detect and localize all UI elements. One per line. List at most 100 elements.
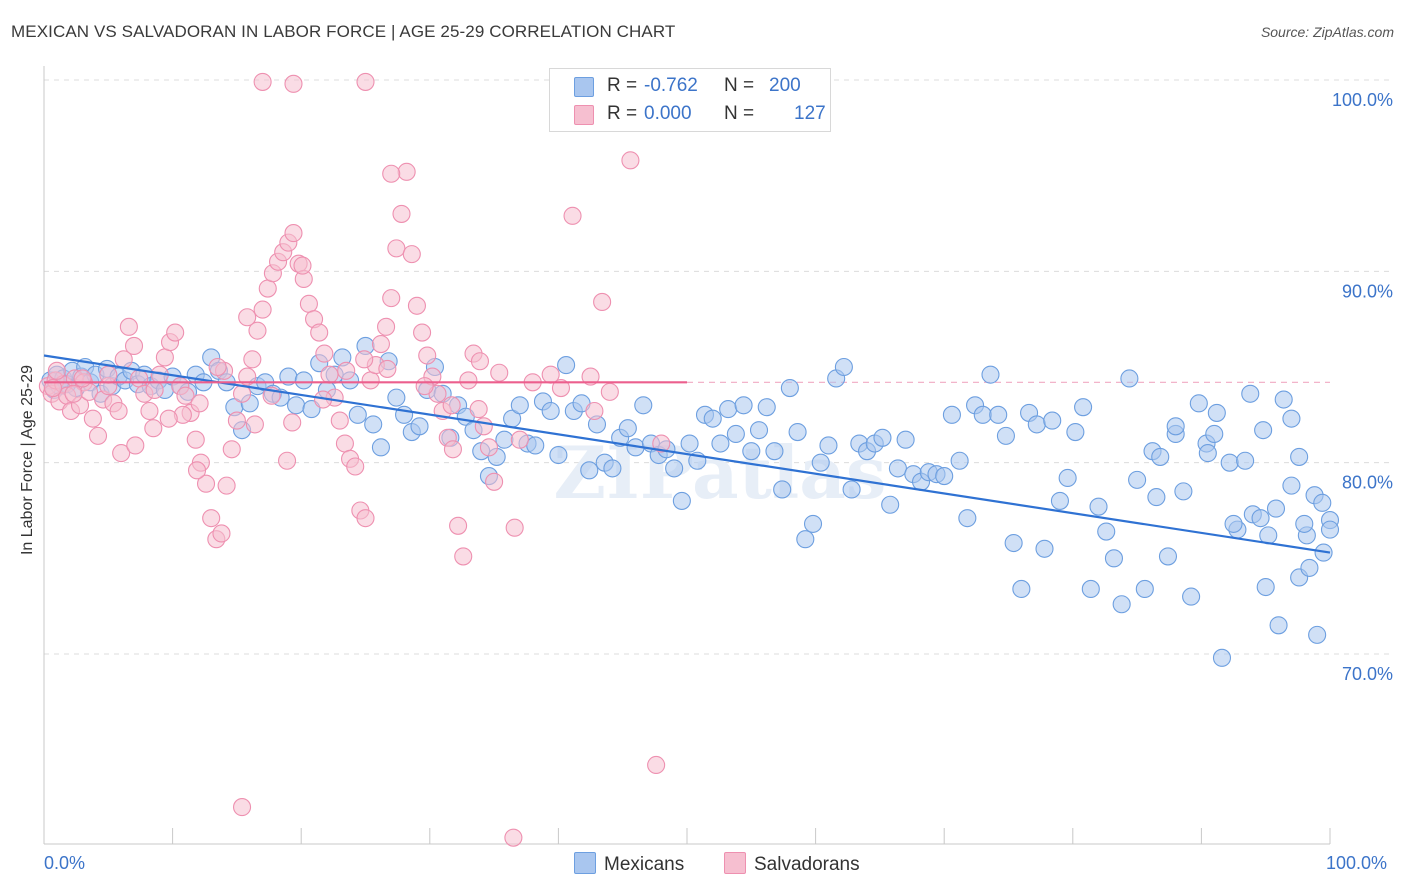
mexicans-point [371,438,390,457]
mexicans-point [1207,403,1226,422]
salvadorans-point [99,365,118,384]
salvadorans-point [337,361,356,380]
mexicans-point [873,428,892,447]
mexicans-point [1198,444,1217,463]
salvadorans-point [159,409,178,428]
salvadorans-point [119,317,138,336]
salvadorans-point [361,371,380,390]
salvadorans-point [248,321,267,340]
legend-r-value: -0.762 [644,75,698,96]
mexicans-point [557,356,576,375]
salvadorans-point [442,396,461,415]
salvadorans-point [387,239,406,258]
y-tick-label: 80.0% [1342,473,1393,493]
mexicans-point [881,495,900,514]
mexicans-point [1089,497,1108,516]
salvadorans-point [392,204,411,223]
mexicans-point [603,459,622,478]
mexicans-point [1282,476,1301,495]
salvadorans-point [284,74,303,93]
salvadorans-point [130,369,149,388]
bottom-legend-salvadorans: Salvadorans [724,852,860,876]
salvadorans-point [140,401,159,421]
bottom-legend-mexicans-label: Mexicans [604,854,685,875]
mexicans-point [1205,424,1224,444]
mexicans-point [1300,558,1319,577]
salvadorans-point [479,438,499,457]
mexicans-point [1282,409,1301,428]
axes [43,66,1331,845]
mexicans-point [1050,491,1069,510]
mexicans-point [1147,488,1166,507]
salvadorans-point [83,409,102,428]
salvadorans-point [245,415,264,434]
salvadorans-point [485,472,504,491]
mexicans-point [1097,522,1116,541]
salvadorans-point [253,72,272,91]
salvadorans-point [299,294,318,313]
salvadorans-point [647,755,666,775]
mexicans-point [796,530,815,549]
salvadorans-swatch [574,105,594,125]
mexicans-point [757,398,776,417]
mexicans-point [1104,549,1124,568]
salvadorans-swatch [724,852,746,874]
legend-n-label: N = [724,103,755,124]
mexicans-point [541,401,560,421]
mexicans-point [364,415,383,434]
salvadorans-point [284,224,303,243]
mexicans-point [618,419,637,438]
mexicans-point [742,442,761,461]
salvadorans-point [47,361,66,380]
mexicans-point [1266,499,1286,518]
legend-n-label: N = [724,75,755,96]
mexicans-point [1120,369,1139,388]
mexicans-point [1189,394,1208,413]
salvadorans-point [258,279,277,298]
legend-n-value: 200 [769,75,801,96]
salvadorans-point [243,350,262,369]
salvadorans-point [407,296,426,315]
mexicans-point [1004,533,1023,553]
mexicans-point [1290,447,1309,466]
salvadorans-point [217,476,236,495]
legend-r-label: R = [607,75,638,96]
salvadorans-point [652,434,671,453]
salvadorans-point [315,344,334,363]
chart-title: MEXICAN VS SALVADORAN IN LABOR FORCE | A… [11,22,676,41]
mexicans-point [958,509,977,528]
mexicans-point [1027,415,1046,434]
mexicans-point [495,430,514,449]
salvadorans-point [320,365,339,384]
mexicans-point [819,436,838,455]
mexicans-point [935,467,954,486]
salvadorans-point [600,382,619,401]
salvadorans-point [449,516,468,535]
mexicans-trend-line [43,354,1331,554]
mexicans-point [896,430,915,449]
salvadorans-point [238,367,257,386]
mexicans-point [1251,509,1270,528]
mexicans-point [348,405,367,424]
salvadorans-point [73,369,92,388]
salvadorans-point [310,323,329,342]
mexicans-point [1058,468,1077,488]
salvadorans-point [112,444,131,463]
salvadorans-point [109,401,128,421]
mexicans-point [1224,514,1243,533]
mexicans-point [1241,384,1260,403]
mexicans-point [680,434,699,453]
mexicans-point [950,451,969,470]
salvadorans-point [355,350,374,369]
salvadorans-point [190,394,209,413]
salvadorans-point [551,378,571,398]
y-tick-label: 90.0% [1342,281,1393,301]
mexicans-point [834,357,853,377]
salvadorans-point [155,348,174,367]
mexicans-point [1269,616,1288,635]
legend-n-value: 127 [794,103,826,124]
mexicans-point [726,424,745,444]
salvadorans-point [212,524,231,543]
mexicans-point [1174,482,1193,501]
mexicans-point [672,491,691,510]
